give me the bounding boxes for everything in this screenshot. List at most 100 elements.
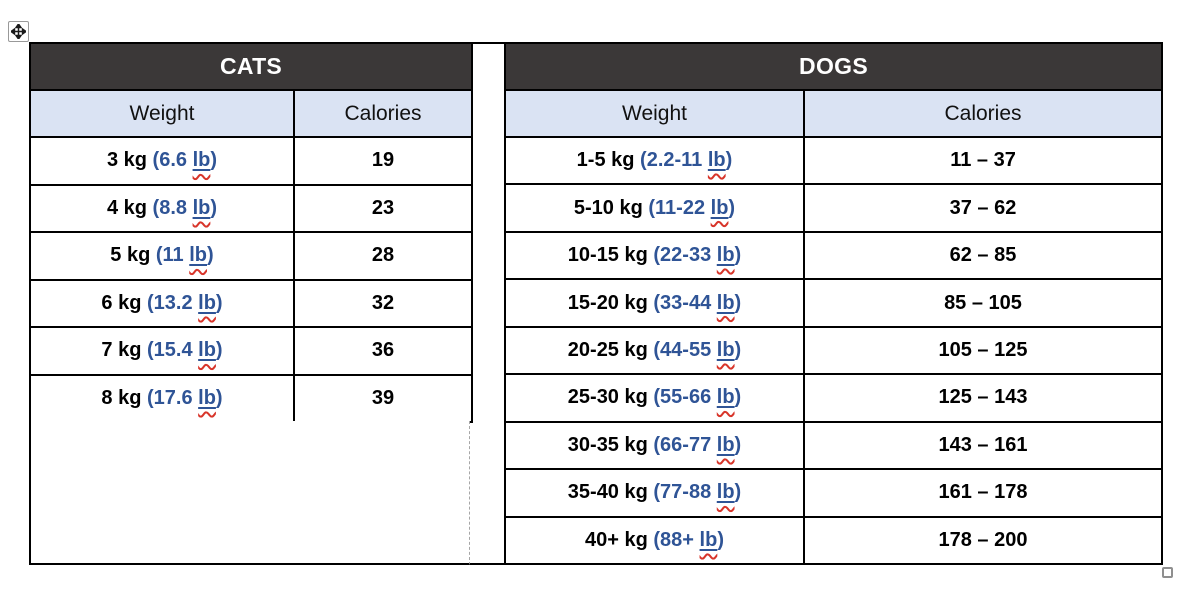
- spellcheck-squiggle: lb: [717, 481, 735, 503]
- table-row: 6 kg (13.2 lb) 32: [29, 278, 474, 328]
- lb-unit-text: lb: [716, 244, 735, 267]
- dogs-weight-cell[interactable]: 1-5 kg (2.2-11 lb): [504, 135, 805, 186]
- dogs-title-cell[interactable]: DOGS: [504, 42, 1163, 91]
- cats-calories-cell[interactable]: 28: [292, 231, 474, 281]
- dogs-calories-cell[interactable]: 143 – 161: [803, 420, 1163, 471]
- weight-lb-open-text: (22-33: [653, 244, 717, 267]
- table-row: 5-10 kg (11-22 lb) 37 – 62: [504, 183, 1163, 233]
- spellcheck-squiggle: lb: [198, 387, 216, 409]
- cats-calories-cell[interactable]: 19: [292, 136, 474, 186]
- dogs-calories-cell[interactable]: 125 – 143: [803, 373, 1163, 423]
- cats-weight-cell[interactable]: 5 kg (11 lb): [29, 231, 295, 281]
- weight-kg-text: 10-15 kg: [567, 244, 654, 267]
- weight-lb-close-text: ): [734, 433, 742, 456]
- spellcheck-squiggle: lb: [193, 197, 211, 219]
- lb-unit-text: lb: [716, 338, 735, 361]
- dogs-calories-cell[interactable]: 105 – 125: [803, 325, 1163, 376]
- dogs-calories-cell[interactable]: 178 – 200: [803, 515, 1163, 565]
- dogs-weight-cell[interactable]: 10-15 kg (22-33 lb): [504, 230, 805, 281]
- cats-calories-cell[interactable]: 23: [292, 183, 474, 233]
- weight-kg-text: 30-35 kg: [567, 433, 654, 456]
- lb-unit-text: lb: [198, 386, 216, 409]
- dogs-weight-cell[interactable]: 35-40 kg (77-88 lb): [504, 468, 805, 518]
- spellcheck-squiggle: lb: [717, 386, 735, 408]
- weight-lb-open-text: (88+: [653, 528, 700, 551]
- cats-weight-cell[interactable]: 8 kg (17.6 lb): [29, 373, 295, 423]
- weight-lb-open-text: (66-77: [653, 433, 717, 456]
- dogs-calories-cell[interactable]: 37 – 62: [803, 183, 1163, 233]
- weight-lb-close-text: ): [725, 149, 733, 172]
- dogs-weight-cell[interactable]: 30-35 kg (66-77 lb): [504, 420, 805, 471]
- dogs-weight-cell[interactable]: 5-10 kg (11-22 lb): [504, 183, 805, 233]
- lb-unit-text: lb: [189, 244, 208, 267]
- weight-lb-close-text: ): [734, 291, 742, 314]
- table-row: 10-15 kg (22-33 lb) 62 – 85: [504, 230, 1163, 281]
- move-cross-icon: [11, 24, 26, 39]
- cats-weight-cell[interactable]: 6 kg (13.2 lb): [29, 278, 295, 328]
- dogs-calories-cell[interactable]: 62 – 85: [803, 230, 1163, 281]
- cats-weight-cell[interactable]: 7 kg (15.4 lb): [29, 326, 295, 376]
- weight-lb-open-text: (2.2-11: [640, 149, 708, 172]
- weight-lb-close-text: ): [215, 291, 223, 314]
- weight-kg-text: 40+ kg: [585, 528, 654, 551]
- spellcheck-squiggle: lb: [700, 529, 718, 551]
- table-row: 4 kg (8.8 lb) 23: [29, 183, 474, 233]
- spellcheck-squiggle: lb: [708, 149, 726, 171]
- weight-kg-text: 15-20 kg: [567, 291, 654, 314]
- lb-unit-text: lb: [716, 481, 735, 504]
- lb-unit-text: lb: [716, 291, 735, 314]
- table-row: 20-25 kg (44-55 lb) 105 – 125: [504, 325, 1163, 376]
- weight-lb-open-text: (15.4: [146, 339, 199, 362]
- table-row: 15-20 kg (33-44 lb) 85 – 105: [504, 278, 1163, 328]
- dogs-weight-cell[interactable]: 15-20 kg (33-44 lb): [504, 278, 805, 328]
- weight-kg-text: 1-5 kg: [576, 149, 641, 172]
- weight-lb-close-text: ): [210, 149, 218, 172]
- table-row: 5 kg (11 lb) 28: [29, 231, 474, 281]
- table-top-border-connector: [469, 42, 506, 44]
- spellcheck-squiggle: lb: [711, 197, 729, 219]
- weight-lb-close-text: ): [734, 244, 742, 267]
- cats-calories-cell[interactable]: 36: [292, 326, 474, 376]
- weight-lb-close-text: ): [215, 386, 223, 409]
- weight-lb-open-text: (6.6: [152, 149, 193, 172]
- cats-header-row: Weight Calories: [29, 89, 474, 138]
- cats-calories-cell[interactable]: 39: [292, 373, 474, 423]
- weight-kg-text: 7 kg: [101, 339, 147, 362]
- spellcheck-squiggle: lb: [717, 244, 735, 266]
- spellcheck-squiggle: lb: [717, 292, 735, 314]
- cats-weight-cell[interactable]: 4 kg (8.8 lb): [29, 183, 295, 233]
- cats-calories-header-cell[interactable]: Calories: [292, 89, 474, 138]
- lb-unit-text: lb: [716, 386, 735, 409]
- dogs-calories-cell[interactable]: 85 – 105: [803, 278, 1163, 328]
- dogs-weight-header-cell[interactable]: Weight: [504, 89, 805, 138]
- cats-weight-header-cell[interactable]: Weight: [29, 89, 295, 138]
- weight-lb-close-text: ): [728, 196, 736, 219]
- weight-lb-open-text: (17.6: [146, 386, 199, 409]
- cats-title-cell[interactable]: CATS: [28, 42, 474, 91]
- cats-calories-cell[interactable]: 32: [292, 278, 474, 328]
- weight-kg-text: 5 kg: [110, 244, 156, 267]
- dogs-calories-header-cell[interactable]: Calories: [803, 89, 1163, 138]
- weight-kg-text: 8 kg: [101, 386, 147, 409]
- weight-lb-open-text: (8.8: [152, 196, 193, 219]
- cats-weight-cell[interactable]: 3 kg (6.6 lb): [29, 136, 295, 186]
- dogs-calories-cell[interactable]: 161 – 178: [803, 468, 1163, 518]
- weight-lb-close-text: ): [207, 244, 214, 267]
- weight-lb-close-text: ): [717, 528, 724, 551]
- dogs-weight-cell[interactable]: 20-25 kg (44-55 lb): [504, 325, 805, 376]
- table-row: 40+ kg (88+ lb) 178 – 200: [504, 515, 1163, 565]
- dogs-weight-cell[interactable]: 25-30 kg (55-66 lb): [504, 373, 805, 423]
- cats-empty-merged-cell[interactable]: [29, 421, 470, 565]
- weight-kg-text: 3 kg: [106, 149, 153, 172]
- lb-unit-text: lb: [198, 339, 216, 362]
- table-move-handle[interactable]: [8, 21, 29, 42]
- spellcheck-squiggle: lb: [198, 339, 216, 361]
- table-resize-handle[interactable]: [1162, 567, 1173, 578]
- dogs-weight-cell[interactable]: 40+ kg (88+ lb): [504, 515, 805, 565]
- dogs-calories-cell[interactable]: 11 – 37: [803, 135, 1163, 186]
- weight-lb-open-text: (77-88: [653, 481, 717, 504]
- lb-unit-text: lb: [192, 149, 211, 172]
- dogs-title-row: DOGS: [504, 42, 1163, 91]
- spellcheck-squiggle: lb: [198, 292, 216, 314]
